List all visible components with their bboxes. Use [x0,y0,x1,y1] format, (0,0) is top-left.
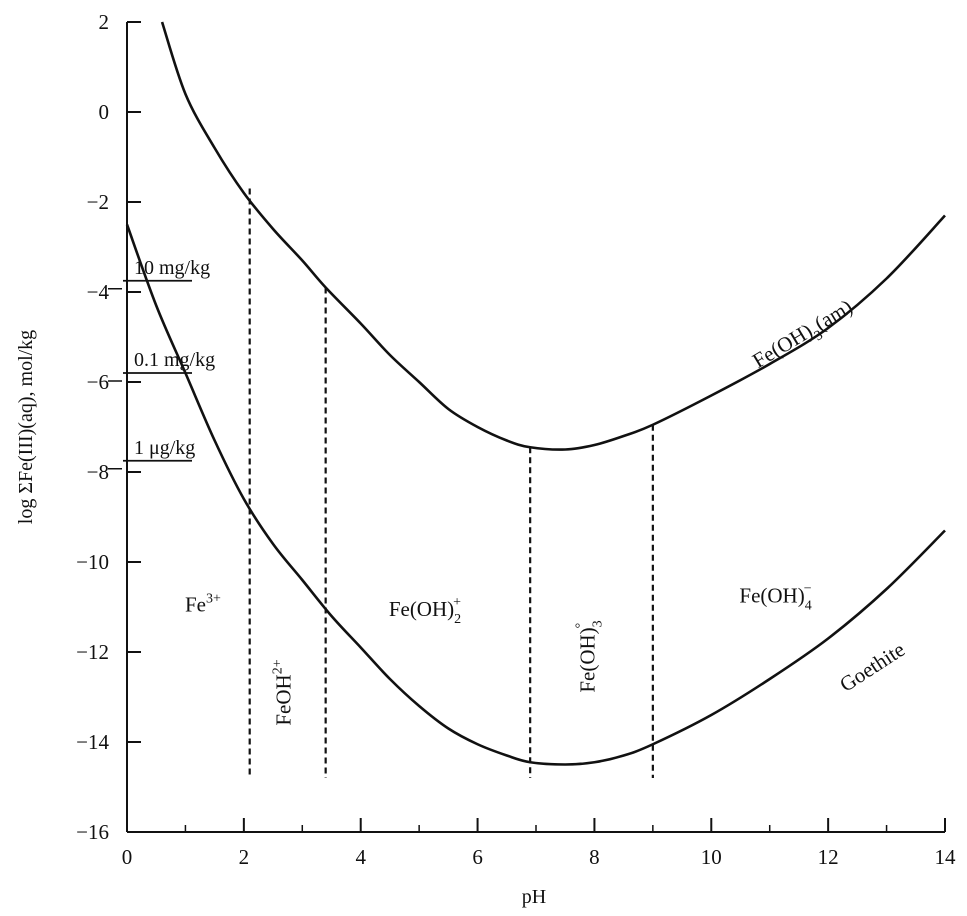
species-label: Fe(OH)4− [739,582,811,614]
y-axis-label: log ΣFe(III)(aq), mol/kg [15,330,37,524]
y-tick-label: −12 [76,640,109,664]
curve-label-fe-oh-3-am: Fe(OH)3(am) [748,295,859,378]
x-tick-label: 6 [472,845,483,869]
reference-levels: 10 mg/kg 0.1 mg/kg 1 μg/kg [108,257,215,470]
y-tick-label: −10 [76,550,109,574]
y-tick-label: −14 [76,730,109,754]
x-tick-label: 10 [701,845,722,869]
reference-level-label: 0.1 mg/kg [134,349,215,371]
reference-level-label: 10 mg/kg [134,257,210,279]
x-tick-label: 8 [589,845,600,869]
y-tick-label: 0 [99,100,110,124]
species-boundaries [248,188,654,778]
axis-ticks: 0 2 4 6 8 10 12 14 2 0 −2 −4 −6 −8 −10 −12 −14 −16 [76,10,956,869]
curve-label-goethite: Goethite [835,637,909,697]
x-tick-label: 0 [122,845,133,869]
y-tick-label: −2 [87,190,109,214]
curve-goethite [125,224,946,766]
reference-level-label: 1 μg/kg [134,437,195,459]
y-tick-label: −6 [87,370,109,394]
curve-labels: Fe(OH)3(am) Goethite [748,295,909,697]
species-region-labels: Fe3+ FeOH2+ Fe(OH)2+ Fe(OH)3° Fe(OH)4− [185,582,812,726]
x-tick-label: 14 [935,845,957,869]
x-tick-label: 12 [818,845,839,869]
x-axis-label: pH [522,886,546,908]
y-tick-label: 2 [99,10,110,34]
species-label: FeOH2+ [271,659,296,725]
y-tick-label: −4 [87,280,110,304]
species-label: Fe(OH)3° [573,620,605,692]
x-tick-label: 2 [239,845,250,869]
solubility-curves [125,21,946,766]
x-tick-label: 4 [355,845,366,869]
curve-fe-oh-3-am- [160,21,946,451]
species-label: Fe(OH)2+ [389,595,461,627]
species-label: Fe3+ [185,592,221,617]
y-tick-label: −8 [87,460,109,484]
y-tick-label: −16 [76,820,109,844]
